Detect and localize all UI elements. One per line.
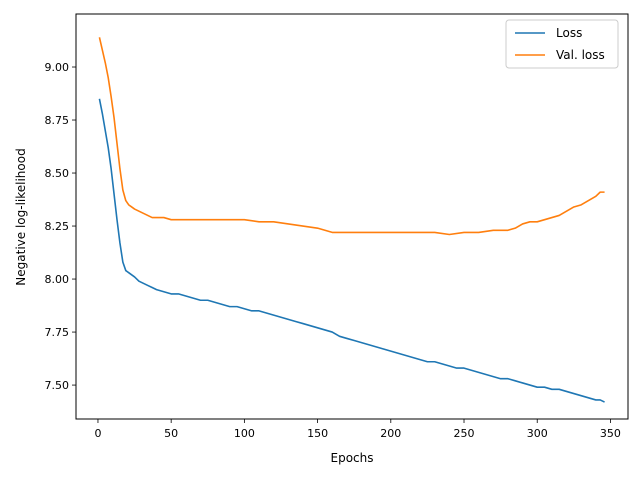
x-axis-ticks: 0 50 100 150 200 250 300 350 xyxy=(94,419,621,440)
legend-label-loss: Loss xyxy=(556,26,582,40)
plot-frame xyxy=(75,13,629,420)
x-tick-label: 100 xyxy=(234,427,255,440)
x-tick-label: 200 xyxy=(380,427,401,440)
y-tick-label: 8.00 xyxy=(45,273,70,286)
y-tick-label: 7.75 xyxy=(45,326,70,339)
x-tick-label: 300 xyxy=(527,427,548,440)
x-tick-label: 250 xyxy=(454,427,475,440)
x-tick-label: 0 xyxy=(94,427,101,440)
plot-area xyxy=(76,14,628,419)
y-tick-label: 8.25 xyxy=(45,220,70,233)
x-tick-label: 50 xyxy=(164,427,178,440)
y-axis-ticks: 7.50 7.75 8.00 8.25 8.50 8.75 9.00 xyxy=(45,61,76,392)
x-tick-label: 150 xyxy=(307,427,328,440)
series-layer xyxy=(98,37,605,403)
legend: Loss Val. loss xyxy=(505,19,619,69)
x-tick-label: 350 xyxy=(600,427,621,440)
legend-box xyxy=(505,19,619,69)
y-tick-label: 9.00 xyxy=(45,61,70,74)
y-axis-label: Negative log-likelihood xyxy=(14,148,28,285)
series-line-val-loss xyxy=(98,37,605,236)
y-tick-label: 7.50 xyxy=(45,379,70,392)
y-tick-label: 8.75 xyxy=(45,114,70,127)
x-axis-label: Epochs xyxy=(331,451,374,465)
y-tick-label: 8.50 xyxy=(45,167,70,180)
series-line-loss xyxy=(98,98,605,403)
legend-label-val-loss: Val. loss xyxy=(556,48,605,62)
